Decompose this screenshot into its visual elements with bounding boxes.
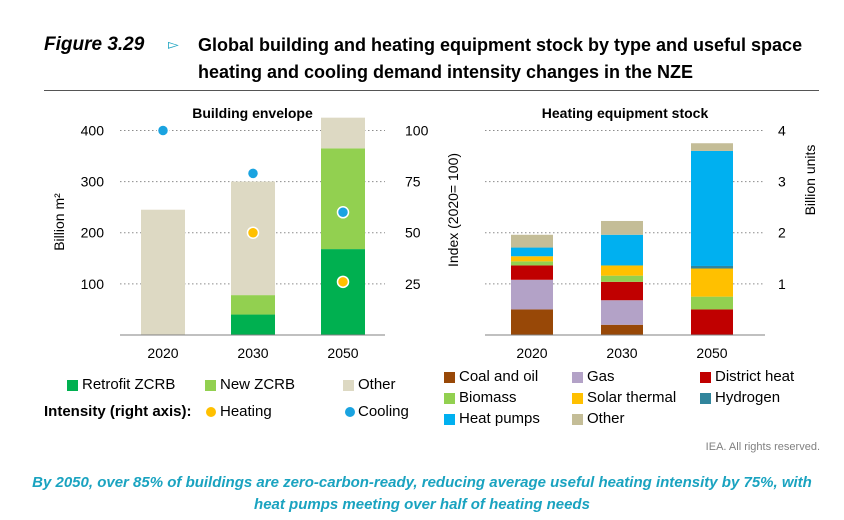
equipment-ylabel: Billion units bbox=[802, 145, 818, 216]
legend-label-district-heat: District heat bbox=[715, 368, 795, 385]
legend-swatch-coal-and-oil bbox=[444, 372, 455, 383]
legend-intensity-label: Intensity (right axis): bbox=[44, 403, 192, 420]
equipment-ytick-label: 1 bbox=[778, 276, 786, 292]
envelope-ylabel: Billion m² bbox=[51, 193, 67, 251]
legend-label-coal-and-oil: Coal and oil bbox=[459, 368, 539, 385]
equipment-bar-district-heat-2030 bbox=[601, 281, 643, 301]
equipment-bar-coal-and-oil-2020 bbox=[511, 309, 553, 335]
envelope-ytick-label: 100 bbox=[81, 276, 105, 292]
equipment-bar-other-2050 bbox=[691, 143, 733, 151]
envelope-bar-other-2050 bbox=[321, 117, 365, 149]
legend-swatch-heat-pumps bbox=[444, 414, 455, 425]
legend-swatch-solar-thermal bbox=[572, 393, 583, 404]
equipment-bar-coal-and-oil-2030 bbox=[601, 324, 643, 335]
envelope-y2tick-label: 50 bbox=[405, 225, 421, 241]
equipment-ytick-label: 2 bbox=[778, 225, 786, 241]
envelope-marker-cooling-2050 bbox=[336, 206, 350, 219]
legend-label-cooling: Cooling bbox=[358, 403, 409, 420]
equipment-bar-biomass-2030 bbox=[601, 275, 643, 282]
equipment-bar-solar-thermal-2050 bbox=[691, 268, 733, 297]
legend-label-other-equipment: Other bbox=[587, 410, 625, 427]
legend-swatch-other-envelope bbox=[343, 380, 354, 391]
envelope-bar-new-zcrb-2030 bbox=[231, 295, 275, 315]
envelope-xtick-label: 2030 bbox=[237, 345, 268, 361]
equipment-bar-other-2020 bbox=[511, 234, 553, 248]
legend-swatch-biomass bbox=[444, 393, 455, 404]
equipment-bar-biomass-2050 bbox=[691, 296, 733, 310]
legend-label-hydrogen: Hydrogen bbox=[715, 389, 781, 406]
envelope-ytick-label: 400 bbox=[81, 122, 105, 138]
legend-label-solar-thermal: Solar thermal bbox=[587, 389, 677, 406]
legend-dot-heating bbox=[206, 407, 216, 417]
envelope-marker-heating-2050 bbox=[336, 275, 350, 289]
equipment-bar-solar-thermal-2020 bbox=[511, 256, 553, 262]
figure-title: Global building and heating equipment st… bbox=[198, 35, 803, 82]
equipment-bar-heat-pumps-2030 bbox=[601, 234, 643, 266]
envelope-ytick-label: 300 bbox=[81, 174, 105, 190]
legend-swatch-retrofit-zcrb bbox=[67, 380, 78, 391]
legend-label-other-envelope: Other bbox=[358, 376, 396, 393]
legend-label-biomass: Biomass bbox=[459, 389, 517, 406]
equipment-ytick-label: 4 bbox=[778, 122, 786, 138]
equipment-bar-gas-2030 bbox=[601, 300, 643, 325]
equipment-ytick-label: 3 bbox=[778, 174, 786, 190]
envelope-subtitle: Building envelope bbox=[192, 105, 313, 121]
equipment-xtick-label: 2020 bbox=[516, 345, 547, 361]
legend-dot-cooling bbox=[345, 407, 355, 417]
equipment-bar-heat-pumps-2050 bbox=[691, 150, 733, 266]
envelope-y2tick-label: 100 bbox=[405, 122, 429, 138]
envelope-marker-cooling-2030 bbox=[246, 167, 260, 180]
equipment-bar-other-2030 bbox=[601, 220, 643, 235]
equipment-subtitle: Heating equipment stock bbox=[542, 105, 709, 121]
envelope-xtick-label: 2050 bbox=[327, 345, 358, 361]
legend-label-gas: Gas bbox=[587, 368, 615, 385]
envelope-xtick-label: 2020 bbox=[147, 345, 178, 361]
equipment-xtick-label: 2050 bbox=[696, 345, 727, 361]
equipment-bar-hydrogen-2050 bbox=[691, 265, 733, 269]
envelope-y2label: Index (2020= 100) bbox=[445, 153, 461, 267]
legend-swatch-new-zcrb bbox=[205, 380, 216, 391]
envelope-y2tick-label: 25 bbox=[405, 276, 421, 292]
legend-swatch-other-equipment bbox=[572, 414, 583, 425]
equipment-bar-district-heat-2050 bbox=[691, 309, 733, 335]
envelope-bar-retrofit-zcrb-2050 bbox=[321, 249, 365, 335]
equipment-xtick-label: 2030 bbox=[606, 345, 637, 361]
equipment-bar-gas-2020 bbox=[511, 279, 553, 310]
legend-swatch-district-heat bbox=[700, 372, 711, 383]
envelope-marker-heating-2030 bbox=[246, 226, 260, 239]
figure-caption: By 2050, over 85% of buildings are zero-… bbox=[32, 474, 812, 513]
equipment-bar-district-heat-2020 bbox=[511, 265, 553, 280]
equipment-bar-biomass-2020 bbox=[511, 261, 553, 266]
legend-swatch-gas bbox=[572, 372, 583, 383]
envelope-marker-cooling-2020 bbox=[156, 124, 170, 137]
legend-label-retrofit-zcrb: Retrofit ZCRB bbox=[82, 376, 176, 393]
envelope-y2tick-label: 75 bbox=[405, 174, 421, 190]
figure-label: Figure 3.29 bbox=[44, 34, 145, 55]
legend-label-new-zcrb: New ZCRB bbox=[220, 376, 296, 393]
legend-label-heating: Heating bbox=[220, 403, 272, 420]
legend-label-heat-pumps: Heat pumps bbox=[459, 410, 540, 427]
title-divider bbox=[44, 90, 819, 91]
rights-notice: IEA. All rights reserved. bbox=[705, 441, 820, 453]
envelope-bar-retrofit-zcrb-2030 bbox=[231, 314, 275, 335]
legend-swatch-hydrogen bbox=[700, 393, 711, 404]
envelope-bar-other-2020 bbox=[141, 209, 185, 335]
envelope-bar-new-zcrb-2050 bbox=[321, 148, 365, 250]
figure-arrow-icon: ▻ bbox=[168, 36, 179, 52]
equipment-bar-heat-pumps-2020 bbox=[511, 247, 553, 257]
equipment-bar-solar-thermal-2030 bbox=[601, 265, 643, 276]
envelope-ytick-label: 200 bbox=[81, 225, 105, 241]
